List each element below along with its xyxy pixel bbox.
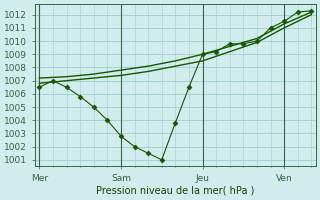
X-axis label: Pression niveau de la mer( hPa ): Pression niveau de la mer( hPa ) [96,186,254,196]
